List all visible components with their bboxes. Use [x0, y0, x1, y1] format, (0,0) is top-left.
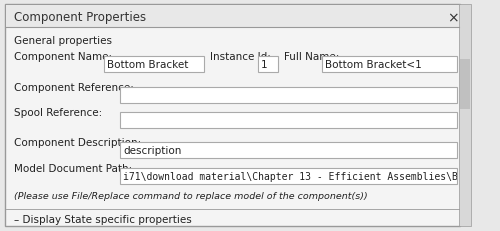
- Bar: [120, 168, 457, 184]
- Bar: [6, 6, 459, 28]
- Text: Bottom Bracket<1: Bottom Bracket<1: [325, 60, 422, 70]
- Bar: [459, 5, 471, 226]
- Text: (Please use File/Replace command to replace model of the component(s)): (Please use File/Replace command to repl…: [14, 191, 368, 200]
- Bar: [104, 57, 204, 73]
- Text: General properties: General properties: [14, 36, 112, 46]
- Text: Full Name:: Full Name:: [284, 52, 340, 62]
- Text: description: description: [123, 145, 182, 155]
- Text: Model Document Path:: Model Document Path:: [14, 163, 132, 173]
- Text: ×: ×: [447, 11, 459, 25]
- Bar: [120, 142, 457, 158]
- Text: Component Properties: Component Properties: [14, 12, 146, 24]
- Text: – Display State specific properties: – Display State specific properties: [14, 214, 192, 224]
- Bar: [120, 112, 457, 128]
- Text: Component Name:: Component Name:: [14, 52, 112, 62]
- Bar: [120, 88, 457, 103]
- Bar: [460, 60, 470, 109]
- Text: i71\download material\Chapter 13 - Efficient Assemblies\BB.SLDPRT: i71\download material\Chapter 13 - Effic…: [123, 171, 500, 181]
- Text: Spool Reference:: Spool Reference:: [14, 108, 102, 118]
- Bar: [322, 57, 457, 73]
- Bar: [258, 57, 278, 73]
- Text: Instance Id:: Instance Id:: [210, 52, 271, 62]
- Text: Bottom Bracket: Bottom Bracket: [107, 60, 188, 70]
- Text: Component Description:: Component Description:: [14, 137, 141, 147]
- Text: 1: 1: [261, 60, 268, 70]
- Text: Component Reference:: Component Reference:: [14, 83, 134, 93]
